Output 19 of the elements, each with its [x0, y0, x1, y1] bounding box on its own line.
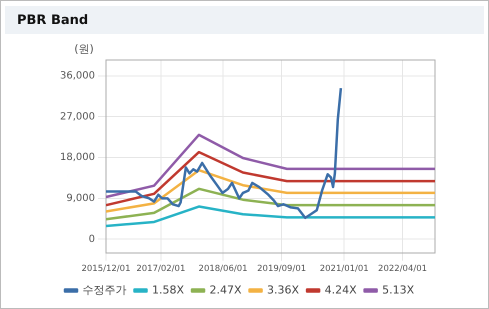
legend-label: 5.13X — [382, 283, 415, 296]
y-tick-label: 27,000 — [60, 111, 95, 122]
x-tick-label: 2017/02/01 — [136, 264, 186, 274]
x-tick-label: 2022/04/01 — [378, 264, 428, 274]
x-tick-label: 2019/09/01 — [257, 264, 306, 274]
legend-label: 4.24X — [324, 283, 358, 296]
legend-label: 2.47X — [210, 283, 242, 296]
y-tick-label: 18,000 — [60, 152, 95, 164]
chart-title: PBR Band — [5, 6, 484, 34]
legend-label: 수정주가 — [82, 283, 126, 296]
y-tick-label: 9,000 — [66, 192, 95, 204]
x-tick-label: 2018/06/01 — [198, 264, 248, 274]
legend-label: 1.58X — [152, 283, 184, 296]
y-tick-label: 36,000 — [60, 70, 95, 82]
x-tick-label: 2015/12/01 — [81, 264, 130, 274]
x-tick-label: 2021/01/01 — [320, 264, 369, 274]
y-tick-label: 0 — [88, 234, 95, 245]
y-axis-title: (원) — [74, 42, 94, 56]
legend-label: 3.36X — [267, 283, 300, 296]
